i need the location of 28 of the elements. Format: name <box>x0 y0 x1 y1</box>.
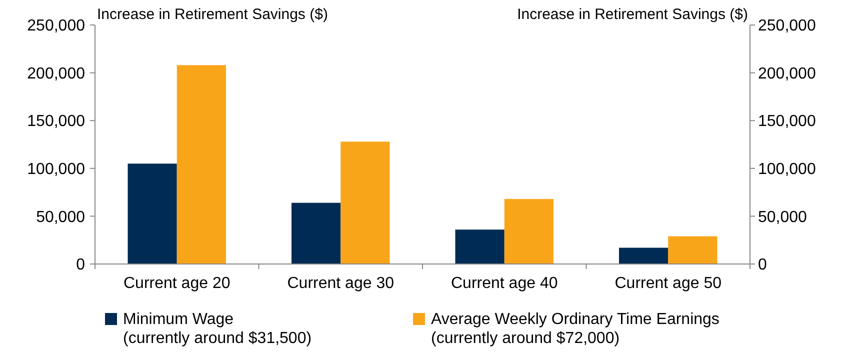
y2-tick-label: 150,000 <box>758 113 816 130</box>
bar <box>340 142 390 264</box>
y-tick-label: 150,000 <box>27 113 86 130</box>
y-tick-label: 100,000 <box>27 161 86 178</box>
y-tick-label: 50,000 <box>36 208 86 226</box>
legend-label: Minimum Wage (currently around $31,500) <box>123 311 312 347</box>
bar <box>128 164 177 264</box>
x-tick-label: Current age 20 <box>124 275 230 292</box>
legend-label: Average Weekly Ordinary Time Earnings (currently around $72,000) <box>431 311 720 347</box>
x-tick-label: Current age 40 <box>451 275 558 292</box>
y2-tick-label: 200,000 <box>758 65 816 82</box>
y-tick-label: 200,000 <box>27 65 86 82</box>
x-tick-label: Current age 50 <box>614 275 722 292</box>
y2-tick-label: 100,000 <box>758 161 816 178</box>
y-tick-label: 250,000 <box>27 18 86 35</box>
y2-axis-title: Increase in Retirement Savings ($) <box>517 6 748 23</box>
y2-tick-label: 50,000 <box>758 208 808 226</box>
y-tick-label: 0 <box>76 256 86 274</box>
bar <box>504 198 554 264</box>
bar <box>176 65 226 264</box>
y-axis-title: Increase in Retirement Savings ($) <box>97 6 328 23</box>
y2-tick-label: 250,000 <box>758 18 816 35</box>
bar <box>292 202 341 264</box>
x-tick-label: Current age 30 <box>287 275 394 292</box>
y2-tick-label: 0 <box>758 256 767 274</box>
bar <box>619 248 668 264</box>
bar <box>455 230 504 264</box>
bar <box>668 236 718 264</box>
